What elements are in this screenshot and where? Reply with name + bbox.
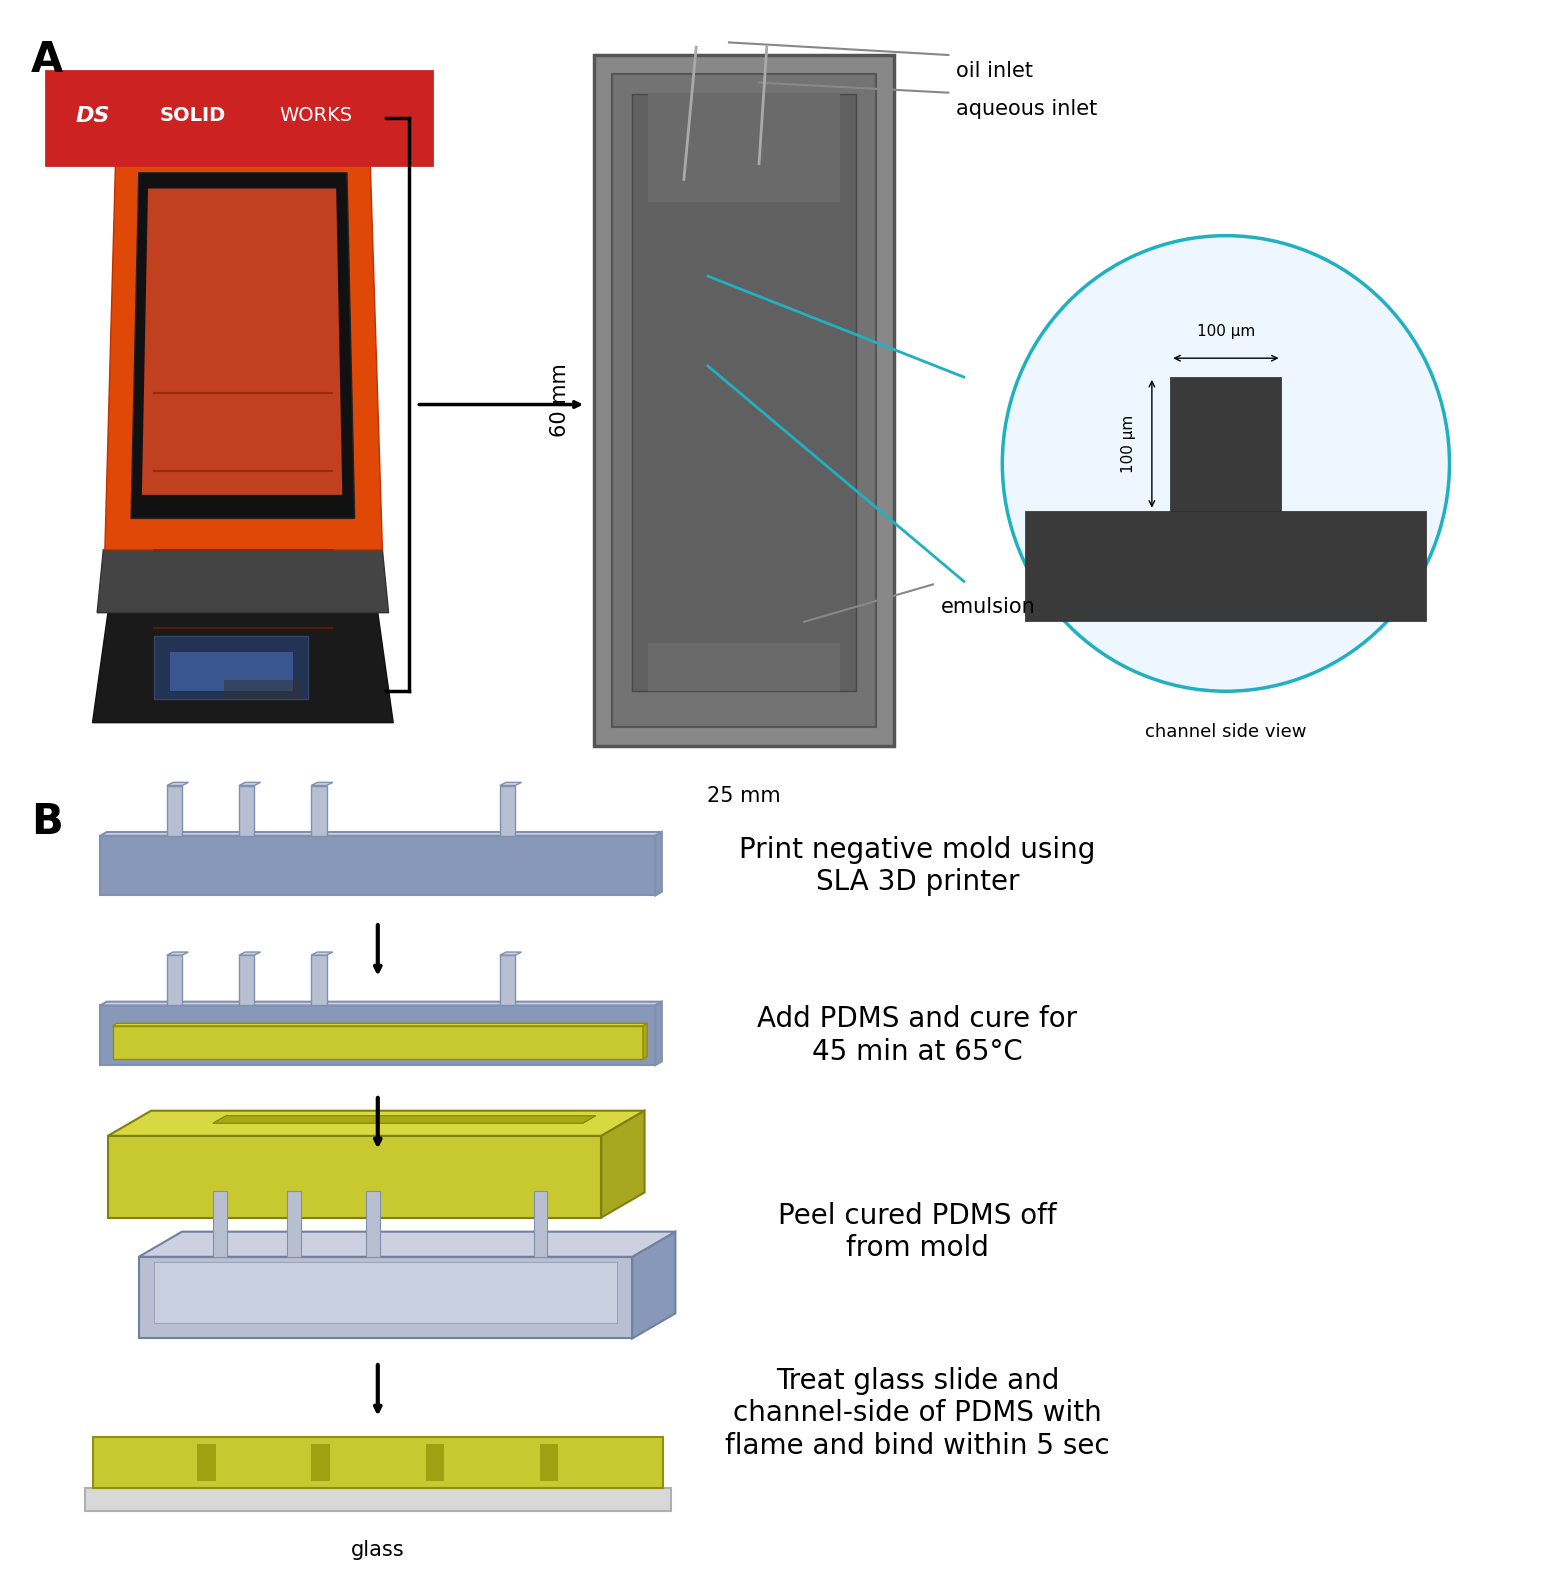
- Text: WORKS: WORKS: [279, 107, 353, 126]
- Bar: [170, 652, 293, 691]
- Polygon shape: [100, 1002, 662, 1005]
- Text: emulsion: emulsion: [941, 597, 1035, 617]
- Polygon shape: [100, 1005, 655, 1065]
- Polygon shape: [100, 833, 662, 836]
- Bar: [93, 1437, 663, 1488]
- Text: glass: glass: [352, 1540, 404, 1560]
- Text: Add PDMS and cure for
45 min at 65°C: Add PDMS and cure for 45 min at 65°C: [757, 1005, 1078, 1065]
- Polygon shape: [655, 833, 662, 895]
- Polygon shape: [100, 836, 655, 895]
- Polygon shape: [105, 157, 382, 550]
- Bar: [311, 1444, 330, 1481]
- Text: Peel cured PDMS off
from mold: Peel cured PDMS off from mold: [779, 1202, 1056, 1262]
- Polygon shape: [500, 955, 515, 1005]
- Polygon shape: [139, 1232, 675, 1257]
- Polygon shape: [601, 1111, 645, 1218]
- Polygon shape: [365, 1191, 379, 1257]
- Bar: [612, 74, 876, 727]
- Polygon shape: [113, 1023, 648, 1026]
- Bar: [85, 1488, 671, 1511]
- Polygon shape: [632, 1232, 675, 1338]
- Text: Print negative mold using
SLA 3D printer: Print negative mold using SLA 3D printer: [739, 836, 1096, 895]
- Polygon shape: [167, 955, 182, 1005]
- Bar: [197, 1444, 216, 1481]
- Polygon shape: [213, 1115, 595, 1123]
- Bar: [1170, 377, 1281, 511]
- Polygon shape: [287, 1191, 301, 1257]
- Polygon shape: [154, 1262, 617, 1323]
- Bar: [648, 644, 840, 691]
- Polygon shape: [239, 782, 261, 786]
- Polygon shape: [500, 782, 521, 786]
- Polygon shape: [93, 613, 393, 723]
- Polygon shape: [239, 955, 254, 1005]
- Polygon shape: [534, 1191, 547, 1257]
- Text: 60 mm: 60 mm: [550, 364, 569, 437]
- Polygon shape: [311, 782, 333, 786]
- Polygon shape: [142, 189, 342, 495]
- Bar: [154, 636, 308, 699]
- Bar: [1025, 511, 1426, 621]
- Polygon shape: [108, 1136, 601, 1218]
- Polygon shape: [167, 786, 182, 836]
- Polygon shape: [139, 1257, 632, 1338]
- Text: aqueous inlet: aqueous inlet: [956, 99, 1098, 119]
- Polygon shape: [239, 786, 254, 836]
- Polygon shape: [116, 126, 370, 157]
- Polygon shape: [311, 786, 327, 836]
- Polygon shape: [655, 1002, 662, 1065]
- Text: 25 mm: 25 mm: [708, 786, 780, 806]
- Bar: [224, 680, 301, 699]
- Bar: [426, 1444, 444, 1481]
- Polygon shape: [131, 173, 355, 518]
- Polygon shape: [167, 952, 188, 955]
- Text: B: B: [31, 801, 63, 844]
- Polygon shape: [500, 786, 515, 836]
- Text: 100 μm: 100 μm: [1121, 415, 1136, 473]
- Text: A: A: [31, 39, 63, 82]
- Bar: [632, 94, 856, 691]
- Circle shape: [1002, 236, 1449, 691]
- Polygon shape: [500, 952, 521, 955]
- Text: SOLID: SOLID: [160, 107, 225, 126]
- Text: DS: DS: [76, 105, 109, 126]
- Polygon shape: [213, 1191, 227, 1257]
- Bar: [648, 94, 840, 201]
- Bar: [594, 55, 894, 746]
- Text: Treat glass slide and
channel-side of PDMS with
flame and bind within 5 sec: Treat glass slide and channel-side of PD…: [725, 1367, 1110, 1459]
- Bar: [46, 71, 432, 165]
- Polygon shape: [97, 550, 389, 613]
- Polygon shape: [311, 955, 327, 1005]
- Polygon shape: [239, 952, 261, 955]
- Polygon shape: [311, 952, 333, 955]
- Polygon shape: [108, 1111, 645, 1136]
- Polygon shape: [167, 782, 188, 786]
- Bar: [540, 1444, 558, 1481]
- Text: channel side view: channel side view: [1146, 723, 1306, 740]
- Polygon shape: [113, 1026, 643, 1059]
- Polygon shape: [643, 1023, 648, 1059]
- Text: oil inlet: oil inlet: [956, 61, 1033, 82]
- Text: 100 μm: 100 μm: [1197, 324, 1255, 339]
